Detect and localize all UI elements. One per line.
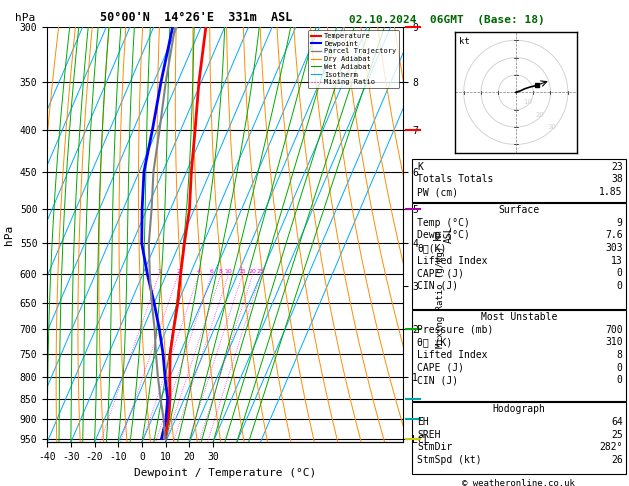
Text: 8: 8 — [219, 269, 223, 275]
Text: 25: 25 — [257, 269, 265, 275]
Text: Surface: Surface — [498, 205, 540, 215]
Text: 2: 2 — [176, 269, 181, 275]
Text: hPa: hPa — [15, 13, 35, 22]
Text: CIN (J): CIN (J) — [417, 375, 458, 385]
Text: 38: 38 — [611, 174, 623, 185]
Text: 6: 6 — [209, 269, 214, 275]
Text: 0: 0 — [617, 281, 623, 291]
Text: Lifted Index: Lifted Index — [417, 256, 487, 266]
Text: Temp (°C): Temp (°C) — [417, 218, 470, 228]
Text: kt: kt — [459, 37, 469, 46]
Legend: Temperature, Dewpoint, Parcel Trajectory, Dry Adiabat, Wet Adiabat, Isotherm, Mi: Temperature, Dewpoint, Parcel Trajectory… — [308, 30, 399, 88]
Text: EH: EH — [417, 417, 429, 427]
Text: CAPE (J): CAPE (J) — [417, 363, 464, 373]
Text: 0: 0 — [617, 363, 623, 373]
Text: CAPE (J): CAPE (J) — [417, 268, 464, 278]
Text: 20: 20 — [248, 269, 257, 275]
Text: 9: 9 — [617, 218, 623, 228]
Y-axis label: km
ASL: km ASL — [433, 226, 454, 243]
Text: 1.85: 1.85 — [599, 187, 623, 197]
Text: 26: 26 — [611, 455, 623, 465]
Text: 13: 13 — [611, 256, 623, 266]
Text: 0: 0 — [617, 268, 623, 278]
Text: 310: 310 — [605, 337, 623, 347]
Text: θᴄ(K): θᴄ(K) — [417, 243, 447, 253]
Text: Hodograph: Hodograph — [493, 404, 545, 415]
Y-axis label: hPa: hPa — [4, 225, 14, 244]
Text: 0: 0 — [617, 375, 623, 385]
Text: 30: 30 — [548, 124, 557, 130]
Text: 02.10.2024  06GMT  (Base: 18): 02.10.2024 06GMT (Base: 18) — [348, 15, 545, 25]
Text: Lifted Index: Lifted Index — [417, 350, 487, 360]
Text: 4: 4 — [197, 269, 201, 275]
Text: θᴄ (K): θᴄ (K) — [417, 337, 452, 347]
Text: Most Unstable: Most Unstable — [481, 312, 557, 322]
Text: SREH: SREH — [417, 430, 440, 440]
Text: PW (cm): PW (cm) — [417, 187, 458, 197]
Text: 64: 64 — [611, 417, 623, 427]
Text: Dewp (°C): Dewp (°C) — [417, 230, 470, 241]
Title: 50°00'N  14°26'E  331m  ASL: 50°00'N 14°26'E 331m ASL — [100, 11, 292, 24]
Text: CIN (J): CIN (J) — [417, 281, 458, 291]
Text: Mixing Ratio (g/kg): Mixing Ratio (g/kg) — [436, 246, 445, 348]
Text: 7.6: 7.6 — [605, 230, 623, 241]
Text: 303: 303 — [605, 243, 623, 253]
Text: 282°: 282° — [599, 442, 623, 452]
Text: 23: 23 — [611, 162, 623, 172]
Text: 15: 15 — [238, 269, 247, 275]
X-axis label: Dewpoint / Temperature (°C): Dewpoint / Temperature (°C) — [134, 468, 316, 478]
Text: 8: 8 — [617, 350, 623, 360]
Text: K: K — [417, 162, 423, 172]
Text: 10: 10 — [225, 269, 232, 275]
Text: 10: 10 — [523, 100, 532, 105]
Text: Totals Totals: Totals Totals — [417, 174, 493, 185]
Text: 1: 1 — [157, 269, 161, 275]
Text: 25: 25 — [611, 430, 623, 440]
Text: StmSpd (kt): StmSpd (kt) — [417, 455, 482, 465]
Text: © weatheronline.co.uk: © weatheronline.co.uk — [462, 479, 576, 486]
Text: 20: 20 — [536, 112, 545, 118]
Text: StmDir: StmDir — [417, 442, 452, 452]
Text: 700: 700 — [605, 325, 623, 335]
Text: Pressure (mb): Pressure (mb) — [417, 325, 493, 335]
